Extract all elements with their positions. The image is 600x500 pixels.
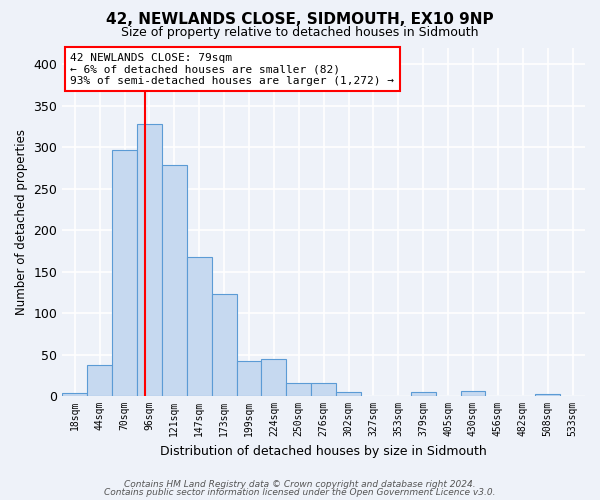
Bar (112, 150, 137, 396)
Bar (62, 392, 87, 396)
Bar (336, 392, 361, 396)
Text: Contains public sector information licensed under the Open Government Licence v3: Contains public sector information licen… (104, 488, 496, 497)
X-axis label: Distribution of detached houses by size in Sidmouth: Distribution of detached houses by size … (160, 444, 487, 458)
Bar (411, 392, 436, 396)
Bar (212, 294, 236, 396)
Bar (311, 383, 336, 396)
Text: 42 NEWLANDS CLOSE: 79sqm
← 6% of detached houses are smaller (82)
93% of semi-de: 42 NEWLANDS CLOSE: 79sqm ← 6% of detache… (70, 52, 394, 86)
Bar (162, 166, 187, 396)
Bar (137, 124, 162, 396)
Bar (286, 383, 311, 396)
Bar (87, 366, 112, 396)
Bar (236, 361, 262, 396)
Y-axis label: Number of detached properties: Number of detached properties (15, 129, 28, 315)
Text: Size of property relative to detached houses in Sidmouth: Size of property relative to detached ho… (121, 26, 479, 39)
Bar (461, 391, 485, 396)
Bar (187, 256, 212, 396)
Text: Contains HM Land Registry data © Crown copyright and database right 2024.: Contains HM Land Registry data © Crown c… (124, 480, 476, 489)
Text: 42, NEWLANDS CLOSE, SIDMOUTH, EX10 9NP: 42, NEWLANDS CLOSE, SIDMOUTH, EX10 9NP (106, 12, 494, 28)
Bar (262, 358, 286, 396)
Bar (535, 394, 560, 396)
